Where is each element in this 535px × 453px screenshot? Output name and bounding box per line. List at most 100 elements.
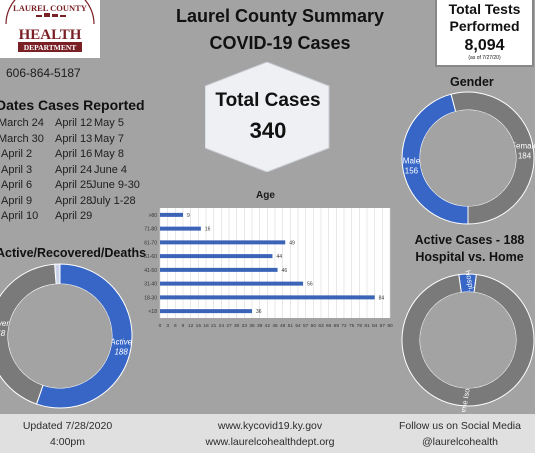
- date-item: April 2: [1, 148, 33, 160]
- date-item: June 9-30: [91, 179, 140, 191]
- footer-updated: Updated 7/28/2020 4:00pm: [0, 418, 135, 450]
- age-x-tick-label: 57: [303, 323, 309, 329]
- total-tests-note: (as of 7/27/20): [468, 55, 501, 61]
- phone-number: 606-864-5187: [6, 66, 81, 80]
- age-x-tick-label: 21: [211, 323, 217, 329]
- active-recovered-deaths-title: Active/Recovered/Deaths: [0, 246, 147, 260]
- age-category-label: 51-60: [144, 254, 157, 260]
- age-x-tick-label: 81: [364, 323, 370, 329]
- age-value-label: 44: [276, 254, 282, 260]
- age-x-tick-label: 3: [166, 323, 169, 329]
- age-x-tick-label: 66: [326, 323, 332, 329]
- age-x-tick-label: 15: [196, 323, 202, 329]
- age-value-label: 84: [379, 295, 385, 301]
- footer-link-kycovid[interactable]: www.kycovid19.ky.gov: [217, 420, 323, 432]
- footer-bar: Updated 7/28/2020 4:00pm www.kycovid19.k…: [0, 414, 535, 453]
- dates-column-1: March 24 March 30 April 2 April 3 April …: [0, 116, 44, 225]
- age-x-tick-label: 0: [159, 323, 162, 329]
- age-bar-3140: [160, 281, 304, 286]
- total-tests-title-line1: Total Tests: [448, 1, 521, 17]
- age-category-label: 41-50: [144, 268, 157, 274]
- active-cases-title-line2: Hospital vs. Home: [415, 250, 524, 264]
- age-x-tick-label: 30: [234, 323, 240, 329]
- age-x-tick-label: 12: [188, 323, 194, 329]
- age-bar-18: [160, 309, 252, 314]
- logo-county-text: LAUREL COUNTY: [13, 3, 87, 13]
- dates-column-2: April 12 April 13 April 16 April 24 Apri…: [55, 116, 92, 225]
- footer-updated-date: Updated 7/28/2020: [22, 420, 113, 432]
- age-x-tick-label: 75: [349, 323, 355, 329]
- dates-column-3: May 5 May 7 May 8 June 4 June 9-30 July …: [91, 116, 140, 209]
- age-x-tick-label: 36: [249, 323, 255, 329]
- date-item: April 6: [1, 179, 33, 191]
- age-category-label: 18-30: [144, 295, 157, 301]
- age-x-tick-label: 78: [357, 323, 363, 329]
- gender-slice-label: Male: [403, 156, 421, 165]
- total-cases-value: 340: [249, 118, 287, 143]
- age-value-label: 49: [289, 240, 295, 246]
- date-item: April 12: [55, 117, 93, 129]
- total-tests-value: 8,094: [464, 37, 505, 54]
- age-chart-title: Age: [256, 190, 275, 201]
- age-category-label: 71-80: [144, 227, 157, 233]
- donut-slice-deaths: [54, 263, 61, 285]
- footer-social-handle[interactable]: @laurelcohealth: [421, 436, 499, 448]
- age-x-tick-label: 48: [280, 323, 286, 329]
- total-cases-label: Total Cases: [215, 90, 321, 111]
- age-x-tick-label: 51: [288, 323, 294, 329]
- footer-social-text: Follow us on Social Media: [399, 420, 521, 432]
- age-bar-5160: [160, 254, 273, 259]
- acrd-slice-value: 148: [0, 329, 6, 338]
- age-x-tick-label: 27: [226, 323, 232, 329]
- age-value-label: 36: [256, 309, 262, 315]
- acrd-slice-value: 188: [114, 347, 128, 356]
- active-cases-title-line1: Active Cases - 188: [414, 233, 525, 247]
- date-item: April 13: [55, 132, 93, 145]
- date-item: April 24: [55, 163, 93, 176]
- age-bar-6170: [160, 240, 286, 245]
- date-item: April 28: [55, 194, 93, 207]
- dates-title: Dates Cases Reported: [0, 97, 145, 113]
- age-x-tick-label: 33: [242, 323, 248, 329]
- age-x-tick-label: 72: [341, 323, 347, 329]
- date-item: March 30: [0, 132, 44, 145]
- age-bar-4150: [160, 267, 278, 272]
- date-item: April 9: [1, 194, 33, 207]
- age-bar-80: [160, 212, 183, 217]
- age-value-label: 16: [205, 227, 211, 233]
- gender-slice-value: 184: [518, 152, 532, 161]
- age-x-tick-label: 42: [265, 323, 271, 329]
- age-x-tick-label: 45: [272, 323, 278, 329]
- page-subtitle: COVID-19 Cases: [209, 33, 351, 53]
- footer-link-laurelco[interactable]: www.laurelcohealthdept.org: [205, 436, 335, 448]
- age-x-tick-label: 69: [334, 323, 340, 329]
- hospital-home-slice-label: Hospi...: [463, 269, 476, 296]
- footer-social: Follow us on Social Media @laurelcohealt…: [385, 418, 535, 450]
- age-x-tick-label: 84: [372, 323, 378, 329]
- age-x-tick-label: 6: [174, 323, 177, 329]
- date-item: March 24: [0, 117, 44, 129]
- age-x-tick-label: 90: [387, 323, 393, 329]
- age-category-label: 61-70: [144, 240, 157, 246]
- date-item: May 8: [94, 148, 124, 160]
- age-x-tick-label: 24: [219, 323, 225, 329]
- gender-chart-title: Gender: [450, 75, 494, 89]
- date-item: May 5: [94, 117, 124, 129]
- age-x-tick-label: 39: [257, 323, 263, 329]
- date-item: April 3: [1, 163, 33, 176]
- total-tests-box: Total Tests Performed 8,094 (as of 7/27/…: [435, 0, 534, 67]
- age-x-tick-label: 60: [311, 323, 317, 329]
- age-value-label: 56: [307, 282, 313, 288]
- date-item: April 10: [1, 210, 39, 222]
- acrd-slice-label: Recovered: [0, 319, 18, 328]
- age-category-label: 31-40: [144, 282, 157, 288]
- age-value-label: 46: [282, 268, 288, 274]
- date-item: April 25: [55, 179, 93, 191]
- date-item: April 16: [55, 148, 93, 160]
- gender-slice-value: 156: [405, 166, 419, 175]
- age-category-label: <18: [149, 309, 158, 315]
- date-item: April 29: [55, 210, 93, 222]
- age-category-label: >80: [149, 213, 158, 219]
